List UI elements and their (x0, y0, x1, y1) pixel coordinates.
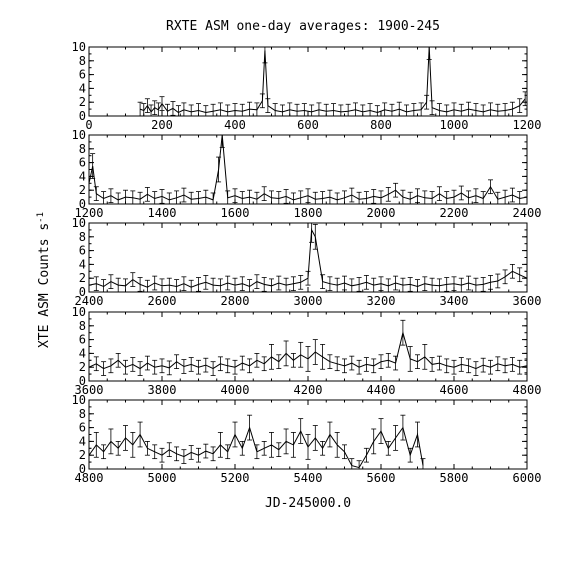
x-tick-label: 400 (224, 118, 246, 132)
y-axis-label-text: XTE ASM Counts s (37, 223, 52, 348)
x-tick-label: 1200 (513, 118, 542, 132)
panel-5-data (89, 414, 426, 469)
x-tick-label: 1600 (221, 206, 250, 220)
y-tick-label: 4 (79, 257, 86, 271)
x-tick-label: 2200 (440, 206, 469, 220)
x-axis-label: JD-245000.0 (265, 496, 351, 511)
y-tick-label: 6 (79, 421, 86, 435)
y-tick-label: 2 (79, 448, 86, 462)
y-tick-label: 2 (79, 271, 86, 285)
y-tick-label: 0 (79, 197, 86, 211)
chart-title: RXTE ASM one-day averages: 1900-245 (166, 19, 440, 34)
panel-2-data (89, 135, 527, 204)
y-tick-label: 8 (79, 230, 86, 244)
x-tick-label: 3200 (367, 294, 396, 308)
x-tick-label: 1400 (148, 206, 177, 220)
y-tick-label: 4 (79, 81, 86, 95)
y-tick-label: 10 (72, 216, 86, 230)
y-tick-label: 8 (79, 319, 86, 333)
x-tick-label: 3600 (75, 383, 104, 397)
x-tick-label: 4200 (294, 383, 323, 397)
x-tick-label: 4400 (367, 383, 396, 397)
y-axis-label-exponent: -1 (36, 212, 46, 223)
x-tick-label: 4600 (440, 383, 469, 397)
x-tick-label: 2400 (75, 294, 104, 308)
x-tick-label: 4000 (221, 383, 250, 397)
y-tick-label: 10 (72, 305, 86, 319)
y-tick-label: 2 (79, 360, 86, 374)
series-line (139, 47, 526, 114)
x-tick-label: 5400 (294, 471, 323, 485)
x-tick-label: 2800 (221, 294, 250, 308)
y-tick-label: 10 (72, 40, 86, 54)
x-tick-label: 1800 (294, 206, 323, 220)
y-tick-label: 8 (79, 142, 86, 156)
x-tick-label: 600 (297, 118, 319, 132)
panel-4-data (89, 319, 527, 376)
y-tick-label: 6 (79, 68, 86, 82)
x-tick-label: 200 (151, 118, 173, 132)
x-tick-label: 0 (85, 118, 92, 132)
y-tick-label: 10 (72, 128, 86, 142)
y-tick-label: 2 (79, 95, 86, 109)
x-tick-label: 2000 (367, 206, 396, 220)
y-tick-label: 8 (79, 54, 86, 68)
panel-1-data (137, 47, 527, 116)
x-tick-label: 1000 (440, 118, 469, 132)
y-tick-label: 0 (79, 285, 86, 299)
x-tick-label: 3000 (294, 294, 323, 308)
y-tick-label: 8 (79, 407, 86, 421)
x-tick-label: 2400 (513, 206, 542, 220)
y-tick-label: 4 (79, 434, 86, 448)
x-tick-label: 3600 (513, 294, 542, 308)
y-tick-label: 10 (72, 393, 86, 407)
x-tick-label: 1200 (75, 206, 104, 220)
panel-3-data (89, 223, 527, 292)
y-tick-label: 4 (79, 169, 86, 183)
y-tick-label: 6 (79, 333, 86, 347)
x-tick-label: 3800 (148, 383, 177, 397)
x-tick-label: 2600 (148, 294, 177, 308)
x-tick-label: 4800 (513, 383, 542, 397)
x-tick-label: 5600 (367, 471, 396, 485)
x-tick-label: 6000 (513, 471, 542, 485)
y-tick-label: 0 (79, 109, 86, 123)
x-tick-label: 5000 (148, 471, 177, 485)
y-tick-label: 0 (79, 462, 86, 476)
x-tick-label: 800 (370, 118, 392, 132)
y-tick-label: 6 (79, 156, 86, 170)
y-tick-label: 4 (79, 346, 86, 360)
y-axis-label: XTE ASM Counts s-1 (36, 212, 52, 348)
y-tick-label: 6 (79, 244, 86, 258)
series-line (89, 228, 527, 288)
x-tick-label: 5800 (440, 471, 469, 485)
x-tick-label: 5200 (221, 471, 250, 485)
series-line (89, 425, 424, 469)
y-tick-label: 0 (79, 374, 86, 388)
y-tick-label: 2 (79, 183, 86, 197)
x-tick-label: 4800 (75, 471, 104, 485)
x-tick-label: 3400 (440, 294, 469, 308)
